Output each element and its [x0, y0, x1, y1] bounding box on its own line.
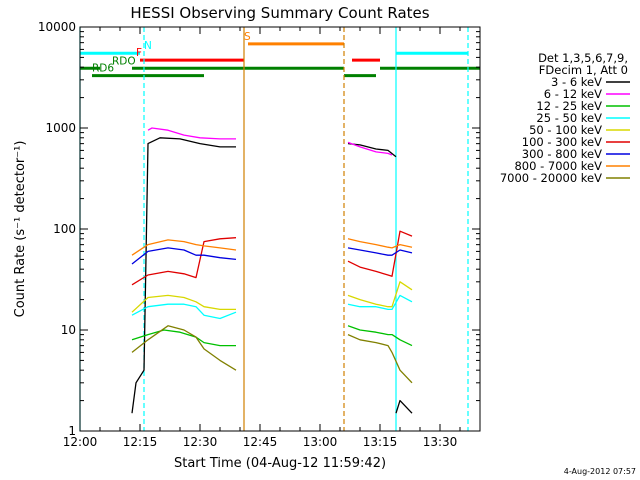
y-tick-label-1: 10 — [61, 323, 76, 337]
legend-label-8: 7000 - 20000 keV — [500, 171, 602, 185]
series-line-4-0 — [131, 294, 236, 313]
series-layer — [131, 127, 413, 414]
series-line-4-1 — [347, 281, 413, 308]
legend-label-0: 3 - 6 keV — [551, 75, 602, 89]
flag-label-rdo: RDO — [112, 55, 136, 67]
timestamp: 4-Aug-2012 07:57 — [564, 467, 636, 476]
flag-label-n: N — [144, 40, 152, 52]
x-tick-label-2: 12:30 — [183, 435, 218, 449]
x-axis-title: Start Time (04-Aug-12 11:59:42) — [174, 456, 386, 471]
series-line-8-1 — [347, 334, 413, 384]
legend-header-1: FDecim 1, Att 0 — [539, 63, 628, 77]
series-line-3-0 — [131, 303, 237, 320]
series-line-2-0 — [131, 329, 236, 347]
y-axis: 1 10 100 1000 10000 — [38, 20, 480, 438]
series-line-7-0 — [131, 239, 237, 256]
legend-header-0: Det 1,3,5,6,7,9, — [538, 51, 628, 65]
legend-label-1: 6 - 12 keV — [544, 87, 602, 101]
series-line-1-1 — [347, 141, 393, 156]
legend-label-7: 800 - 7000 keV — [514, 159, 602, 173]
series-line-0-0 — [131, 137, 236, 414]
y-tick-label-0: 1 — [68, 424, 76, 438]
flag-label-rd6: RD6 — [92, 63, 114, 75]
legend: Det 1,3,5,6,7,9,FDecim 1, Att 03 - 6 keV… — [500, 51, 630, 185]
x-tick-label-0: 12:00 — [63, 435, 98, 449]
series-line-2-1 — [347, 325, 413, 347]
x-tick-label-4: 13:00 — [303, 435, 338, 449]
x-tick-label-1: 12:15 — [123, 435, 158, 449]
legend-label-2: 12 - 25 keV — [536, 99, 602, 113]
y-axis-title: Count Rate (s⁻¹ detector⁻¹) — [13, 141, 28, 318]
legend-label-3: 25 - 50 keV — [536, 111, 602, 125]
series-line-6-0 — [131, 247, 237, 265]
series-line-5-0 — [131, 237, 237, 286]
flag-label-f: F — [136, 47, 142, 59]
legend-label-4: 50 - 100 keV — [529, 123, 602, 137]
series-line-1-0 — [147, 127, 236, 140]
series-line-0-1 — [347, 142, 397, 158]
series-line-7-1 — [347, 238, 413, 249]
series-line-8-0 — [131, 325, 237, 371]
x-tick-label-5: 13:15 — [363, 435, 398, 449]
x-axis: 12:00 12:15 12:30 12:45 13:00 13:15 13:30 — [63, 27, 481, 449]
series-line-3-1 — [347, 294, 413, 311]
x-tick-label-6: 13:30 — [423, 435, 458, 449]
legend-label-6: 300 - 800 keV — [522, 147, 602, 161]
x-tick-label-3: 12:45 — [243, 435, 278, 449]
series-line-6-1 — [347, 247, 413, 256]
flag-label-s: S — [244, 31, 251, 43]
y-tick-label-4: 10000 — [38, 20, 76, 34]
series-line-5-1 — [347, 230, 413, 277]
legend-label-5: 100 - 300 keV — [522, 135, 602, 149]
y-tick-label-3: 1000 — [45, 121, 76, 135]
series-line-0-2 — [395, 399, 413, 414]
chart-title: HESSI Observing Summary Count Rates — [130, 4, 429, 22]
y-tick-label-2: 100 — [53, 222, 76, 236]
